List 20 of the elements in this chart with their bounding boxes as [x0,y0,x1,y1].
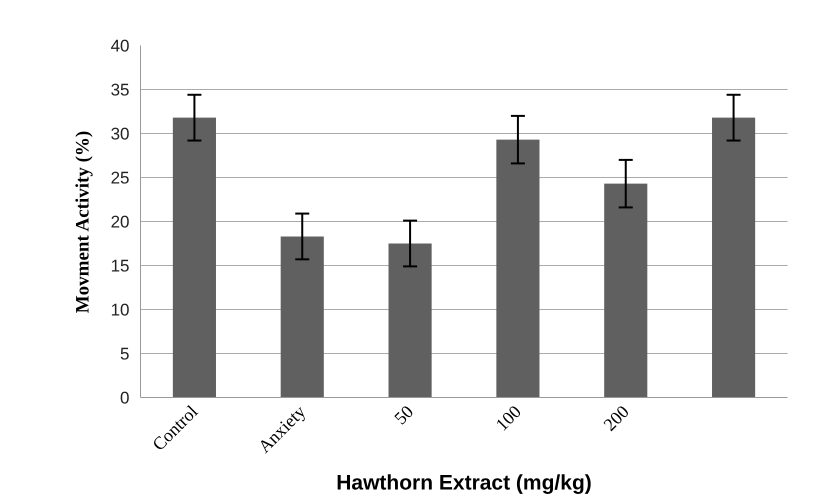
y-tick-label: 40 [110,36,130,56]
x-tick-label: 200 [600,401,633,435]
y-tick-label: 15 [110,256,130,276]
y-tick-label: 35 [110,80,130,100]
x-axis-title: Hawthorn Extract (mg/kg) [336,472,592,495]
bar [604,184,648,398]
y-tick-label: 25 [110,168,130,188]
bar [712,118,756,398]
y-axis-title: Movment Activity (%) [72,130,94,314]
x-tick-label: 50 [390,401,418,428]
bar [280,236,324,398]
y-tick-label: 30 [110,124,130,144]
bar [496,140,540,398]
y-tick-label: 20 [110,212,130,232]
bar [388,244,432,398]
y-tick-label: 10 [110,300,130,320]
y-tick-label: 0 [120,388,130,408]
y-tick-label: 5 [120,344,130,364]
bar [172,118,216,398]
x-tick-label: 100 [492,401,525,435]
